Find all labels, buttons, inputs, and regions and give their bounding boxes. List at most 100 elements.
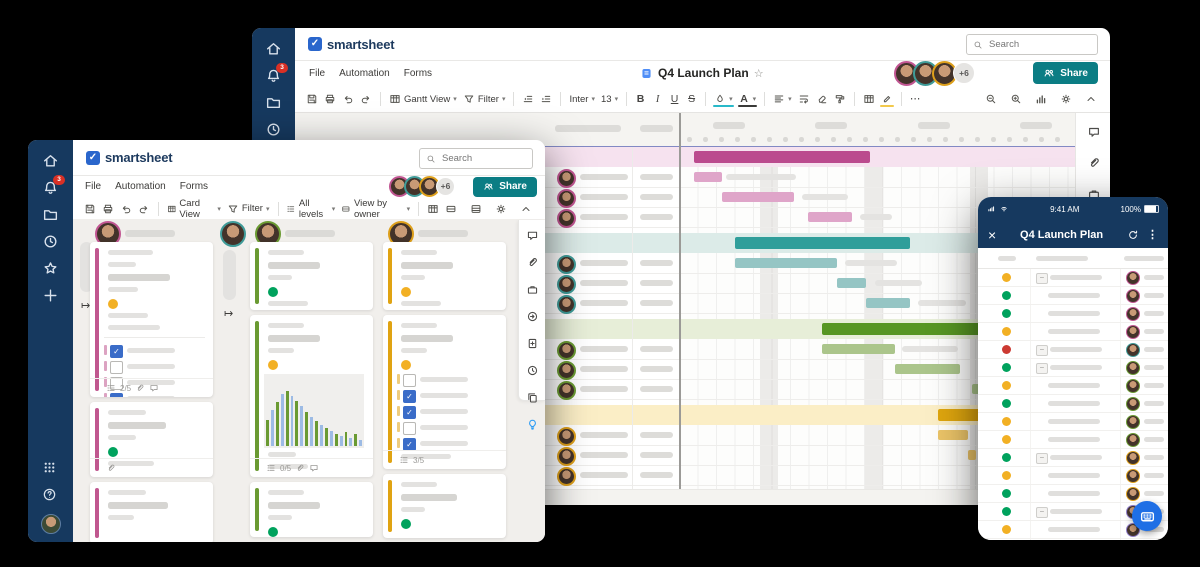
cardrow-button[interactable]: View by owner ▾ (338, 196, 413, 222)
mobile-task-row[interactable] (978, 413, 1168, 431)
gantt-task-bar[interactable] (822, 344, 895, 354)
menu-automation[interactable]: Automation (339, 67, 390, 79)
close-icon[interactable]: × (988, 226, 997, 243)
user-avatar[interactable] (40, 514, 61, 534)
rail-item-docplus[interactable] (526, 328, 539, 355)
rail-item-briefcase[interactable] (526, 274, 539, 301)
sidebar-item-bell[interactable]: 3 (42, 175, 65, 196)
gantt-task-bar[interactable] (722, 192, 794, 202)
checkbox[interactable] (110, 361, 123, 374)
indent-button[interactable] (537, 91, 555, 107)
wrap-button[interactable] (795, 91, 813, 107)
checkbox[interactable]: ✓ (403, 438, 416, 451)
outdent-button[interactable] (519, 91, 537, 107)
gridtable-button[interactable] (424, 201, 442, 217)
collaborator-avatars[interactable]: +6 (389, 176, 455, 197)
highlight-button[interactable] (878, 91, 896, 107)
mobile-view-fab[interactable] (1132, 501, 1162, 531)
favorite-star-icon[interactable]: ☆ (753, 67, 764, 80)
expand-lane-icon[interactable]: ↦ (81, 300, 91, 312)
eraser-button[interactable] (813, 91, 831, 107)
avatar-overflow[interactable]: +6 (436, 177, 455, 196)
gridtable-button[interactable]: Gantt View ▾ (386, 91, 460, 107)
gridtable-button[interactable]: Card View ▾ (164, 196, 224, 222)
gantt-task-bar[interactable] (808, 212, 852, 222)
rail-item-comment[interactable] (526, 220, 539, 247)
grid-gantt-splitter[interactable] (679, 113, 681, 489)
mobile-task-row[interactable] (978, 305, 1168, 323)
toolbar-button[interactable]: 13 ▾ (598, 92, 621, 107)
gantt-task-bar[interactable] (968, 450, 976, 460)
funnel-button[interactable]: Filter ▾ (224, 201, 273, 217)
sidebar-item-plus[interactable] (42, 287, 59, 304)
toolbar-button[interactable]: S (683, 91, 700, 107)
menu-automation[interactable]: Automation (115, 181, 166, 192)
cardsplit-button[interactable] (467, 201, 485, 217)
painter-button[interactable] (831, 91, 849, 107)
mobile-task-row[interactable]: – (978, 359, 1168, 377)
sidebar-item-clock[interactable] (265, 121, 282, 138)
sidebar-item-home[interactable] (265, 40, 282, 57)
gear-button[interactable] (1057, 91, 1075, 107)
undo-button[interactable] (339, 91, 357, 107)
expand-row-icon[interactable]: – (1036, 453, 1048, 464)
sidebar-item-home[interactable] (42, 152, 59, 169)
sidebar-item-folder[interactable] (42, 206, 59, 223)
redo-button[interactable] (357, 91, 375, 107)
expand-row-icon[interactable]: – (1036, 345, 1048, 356)
mobile-task-row[interactable] (978, 323, 1168, 341)
expand-row-icon[interactable]: – (1036, 507, 1048, 518)
toolbar-button[interactable]: B (632, 91, 649, 107)
rail-item-paperclip[interactable] (526, 247, 539, 274)
fill-button[interactable]: ▾ (711, 91, 736, 107)
gantt-task-bar[interactable] (938, 430, 968, 440)
mobile-task-row[interactable] (978, 377, 1168, 395)
mobile-task-row[interactable] (978, 431, 1168, 449)
avatar-overflow[interactable]: +6 (953, 62, 975, 84)
chevup-button[interactable] (517, 201, 535, 217)
checkbox[interactable] (403, 374, 416, 387)
menu-forms[interactable]: Forms (403, 67, 433, 79)
gridtable-button[interactable] (860, 91, 878, 107)
cardrow-button[interactable] (442, 201, 460, 217)
mobile-task-row[interactable] (978, 287, 1168, 305)
gantt-task-bar[interactable] (972, 384, 982, 394)
checkbox[interactable]: ✓ (110, 393, 123, 397)
checkbox[interactable]: ✓ (403, 390, 416, 403)
expand-lane-icon[interactable]: ↦ (224, 308, 234, 320)
toolbar-button[interactable]: U (666, 91, 683, 107)
search-box[interactable] (966, 34, 1098, 55)
toolbar-button[interactable]: Inter ▾ (566, 92, 598, 107)
menu-file[interactable]: File (309, 67, 326, 79)
mobile-task-row[interactable]: – (978, 449, 1168, 467)
mobile-task-row[interactable] (978, 395, 1168, 413)
rail-item-history[interactable] (526, 355, 539, 382)
task-card[interactable] (250, 482, 373, 537)
gantt-task-bar[interactable] (866, 298, 910, 308)
gantt-summary-bar[interactable] (735, 237, 910, 249)
share-button[interactable]: Share (1033, 62, 1098, 84)
chevup-button[interactable] (1082, 91, 1100, 107)
floppy-button[interactable] (81, 201, 99, 217)
printer-button[interactable] (321, 91, 339, 107)
task-card[interactable] (250, 242, 373, 310)
undo-button[interactable] (117, 201, 135, 217)
search-input[interactable] (987, 38, 1091, 51)
sidebar-item-star[interactable] (42, 260, 59, 277)
collapsed-lane-pill[interactable] (80, 242, 93, 292)
funnel-button[interactable]: Filter ▾ (460, 91, 509, 107)
redo-button[interactable] (135, 201, 153, 217)
checkbox[interactable]: ✓ (403, 406, 416, 419)
task-card[interactable] (383, 474, 506, 538)
smartsheet-logo[interactable]: ✓ smartsheet (86, 150, 173, 165)
mobile-task-row[interactable]: – (978, 341, 1168, 359)
sidebar-item-clock[interactable] (42, 233, 59, 250)
task-card[interactable]: 0/5 (250, 315, 373, 477)
magplus-button[interactable] (1007, 91, 1025, 107)
collapsed-lane-pill[interactable] (223, 250, 236, 300)
kebab-menu-icon[interactable]: ⋮ (1147, 229, 1158, 241)
task-card[interactable] (90, 402, 213, 477)
sidebar-item-apps[interactable] (42, 460, 59, 477)
gantt-task-bar[interactable] (694, 172, 722, 182)
rail-item-copy[interactable] (526, 382, 539, 409)
